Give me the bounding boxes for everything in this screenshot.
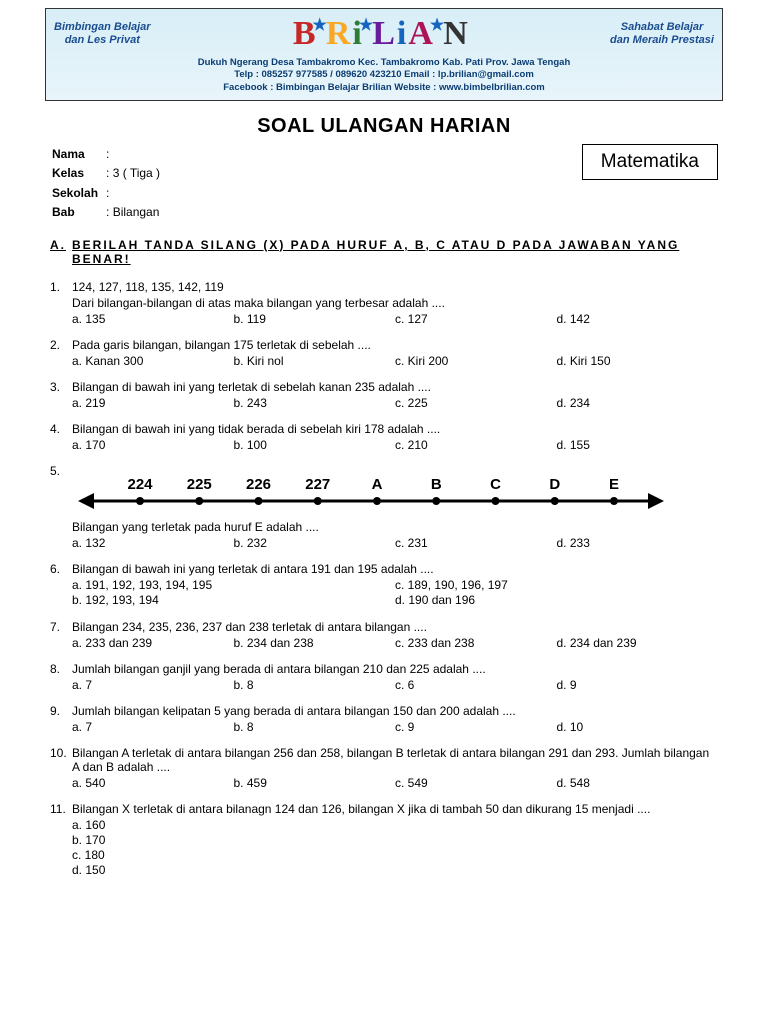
- header-banner: Bimbingan Belajar dan Les Privat B★Ri★Li…: [45, 8, 723, 101]
- svg-text:A: A: [372, 476, 383, 493]
- answer-option[interactable]: d. 150: [72, 863, 718, 877]
- svg-text:226: 226: [246, 476, 271, 493]
- question-number: 3.: [50, 380, 72, 410]
- question-item: 5. 224 225 226 227 A B C D E Bilangan yang terle…: [50, 464, 718, 550]
- svg-text:D: D: [549, 476, 560, 493]
- answer-option[interactable]: b. 8: [234, 678, 396, 692]
- svg-text:B: B: [431, 476, 442, 493]
- answer-option[interactable]: d. 190 dan 196: [395, 593, 718, 607]
- tagline-right: Sahabat Belajar dan Meraih Prestasi: [610, 21, 714, 47]
- answer-option[interactable]: a. 135: [72, 312, 234, 326]
- answer-option[interactable]: d. 142: [557, 312, 719, 326]
- question-number: 6.: [50, 562, 72, 608]
- answer-option[interactable]: c. 549: [395, 776, 557, 790]
- answer-option[interactable]: d. 234: [557, 396, 719, 410]
- answer-option[interactable]: d. 233: [557, 536, 719, 550]
- answer-option[interactable]: a. 160: [72, 818, 718, 832]
- answer-option[interactable]: b. 234 dan 238: [234, 636, 396, 650]
- answer-option[interactable]: c. 9: [395, 720, 557, 734]
- answer-option[interactable]: c. Kiri 200: [395, 354, 557, 368]
- svg-text:225: 225: [187, 476, 212, 493]
- document-title: SOAL ULANGAN HARIAN: [50, 115, 718, 138]
- question-item: 3. Bilangan di bawah ini yang terletak d…: [50, 380, 718, 410]
- question-item: 4. Bilangan di bawah ini yang tidak bera…: [50, 422, 718, 452]
- answer-option[interactable]: c. 180: [72, 848, 718, 862]
- question-item: 6. Bilangan di bawah ini yang terletak d…: [50, 562, 718, 608]
- question-text: Bilangan di bawah ini yang terletak di s…: [72, 380, 718, 394]
- question-item: 10. Bilangan A terletak di antara bilang…: [50, 746, 718, 790]
- answer-option[interactable]: a. 132: [72, 536, 234, 550]
- tagline-left: Bimbingan Belajar dan Les Privat: [54, 21, 151, 47]
- answer-option[interactable]: a. 540: [72, 776, 234, 790]
- question-text: Bilangan 234, 235, 236, 237 dan 238 terl…: [72, 620, 718, 634]
- question-list: 1. 124, 127, 118, 135, 142, 119 Dari bila…: [50, 280, 718, 878]
- question-number: 2.: [50, 338, 72, 368]
- answer-option[interactable]: a. 233 dan 239: [72, 636, 234, 650]
- question-text: Dari bilangan-bilangan di atas maka bila…: [72, 296, 718, 310]
- answer-option[interactable]: b. 8: [234, 720, 396, 734]
- question-text: Bilangan X terletak di antara bilanagn 1…: [72, 802, 718, 816]
- answer-option[interactable]: b. 192, 193, 194: [72, 593, 395, 607]
- answer-option[interactable]: b. Kiri nol: [234, 354, 396, 368]
- answer-option[interactable]: a. 219: [72, 396, 234, 410]
- question-number: 8.: [50, 662, 72, 692]
- section-instruction: A. BERILAH TANDA SILANG (X) PADA HURUF A…: [50, 238, 718, 266]
- answer-option[interactable]: d. 9: [557, 678, 719, 692]
- answer-option[interactable]: d. 234 dan 239: [557, 636, 719, 650]
- answer-option[interactable]: d. Kiri 150: [557, 354, 719, 368]
- question-number: 9.: [50, 704, 72, 734]
- question-text: Bilangan A terletak di antara bilangan 2…: [72, 746, 718, 774]
- number-line: 224 225 226 227 A B C D E: [72, 466, 718, 516]
- answer-option[interactable]: c. 233 dan 238: [395, 636, 557, 650]
- answer-option[interactable]: a. 7: [72, 678, 234, 692]
- subject-box: Matematika: [582, 144, 718, 180]
- question-text: Bilangan di bawah ini yang terletak di a…: [72, 562, 718, 576]
- question-number: 5.: [50, 464, 72, 550]
- question-number: 10.: [50, 746, 72, 790]
- brand-logo: B★Ri★LiA★N: [293, 15, 468, 53]
- answer-option[interactable]: c. 231: [395, 536, 557, 550]
- question-item: 2. Pada garis bilangan, bilangan 175 ter…: [50, 338, 718, 368]
- question-item: 7. Bilangan 234, 235, 236, 237 dan 238 t…: [50, 620, 718, 650]
- student-info: Nama: Kelas: 3 ( Tiga ) Sekolah: Bab: Bi…: [50, 144, 162, 224]
- svg-text:224: 224: [127, 476, 153, 493]
- answer-option[interactable]: d. 10: [557, 720, 719, 734]
- answer-option[interactable]: a. 170: [72, 438, 234, 452]
- answer-option[interactable]: b. 170: [72, 833, 718, 847]
- answer-option[interactable]: c. 210: [395, 438, 557, 452]
- svg-text:227: 227: [305, 476, 330, 493]
- question-text: Jumlah bilangan ganjil yang berada di an…: [72, 662, 718, 676]
- svg-text:E: E: [609, 476, 619, 493]
- question-text: Bilangan di bawah ini yang tidak berada …: [72, 422, 718, 436]
- answer-option[interactable]: c. 189, 190, 196, 197: [395, 578, 718, 592]
- question-text: Jumlah bilangan kelipatan 5 yang berada …: [72, 704, 718, 718]
- answer-option[interactable]: b. 459: [234, 776, 396, 790]
- question-text: Pada garis bilangan, bilangan 175 terlet…: [72, 338, 718, 352]
- question-item: 1. 124, 127, 118, 135, 142, 119 Dari bila…: [50, 280, 718, 326]
- answer-option[interactable]: b. 119: [234, 312, 396, 326]
- question-number: 1.: [50, 280, 72, 326]
- question-text: 124, 127, 118, 135, 142, 119: [72, 280, 718, 294]
- answer-option[interactable]: d. 155: [557, 438, 719, 452]
- answer-option[interactable]: a. Kanan 300: [72, 354, 234, 368]
- question-item: 9. Jumlah bilangan kelipatan 5 yang bera…: [50, 704, 718, 734]
- question-item: 8. Jumlah bilangan ganjil yang berada di…: [50, 662, 718, 692]
- answer-option[interactable]: a. 7: [72, 720, 234, 734]
- answer-option[interactable]: b. 243: [234, 396, 396, 410]
- answer-option[interactable]: a. 191, 192, 193, 194, 195: [72, 578, 395, 592]
- answer-option[interactable]: c. 6: [395, 678, 557, 692]
- question-number: 11.: [50, 802, 72, 878]
- question-item: 11. Bilangan X terletak di antara bilana…: [50, 802, 718, 878]
- answer-option[interactable]: b. 232: [234, 536, 396, 550]
- question-number: 4.: [50, 422, 72, 452]
- banner-address: Dukuh Ngerang Desa Tambakromo Kec. Tamba…: [54, 57, 714, 94]
- answer-option[interactable]: c. 225: [395, 396, 557, 410]
- answer-option[interactable]: c. 127: [395, 312, 557, 326]
- question-number: 7.: [50, 620, 72, 650]
- svg-text:C: C: [490, 476, 501, 493]
- question-text: Bilangan yang terletak pada huruf E adal…: [72, 520, 718, 534]
- answer-option[interactable]: d. 548: [557, 776, 719, 790]
- answer-option[interactable]: b. 100: [234, 438, 396, 452]
